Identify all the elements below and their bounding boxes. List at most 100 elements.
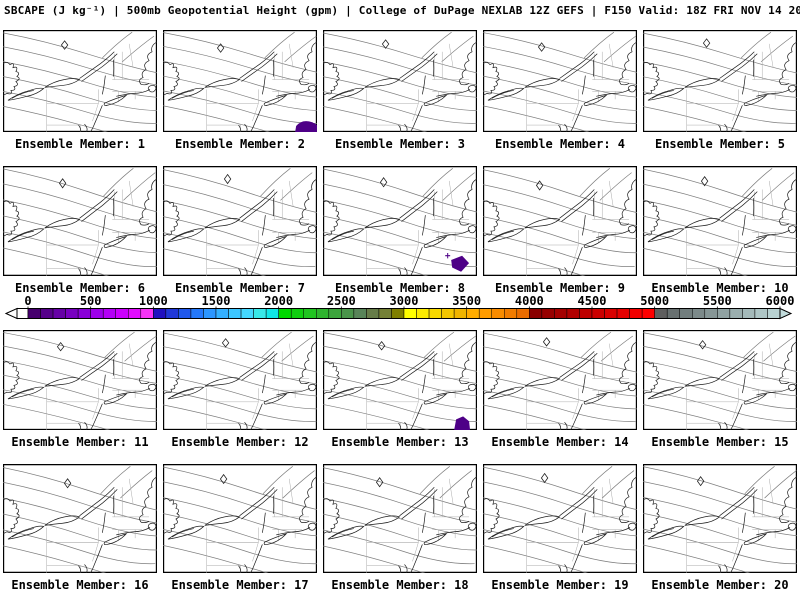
colorbar-segment: [654, 308, 668, 319]
ensemble-panel-16: Ensemble Member: 16: [3, 464, 157, 592]
state-borders: [526, 343, 630, 430]
colorbar-segment: [504, 308, 518, 319]
colorbar-segment: [704, 308, 718, 319]
diamond-marker: [56, 341, 65, 352]
colorbar-segment: [165, 308, 179, 319]
colorbar-segment: [767, 308, 781, 319]
coastlines: [483, 178, 637, 276]
cape-point-marker: [445, 253, 451, 259]
coastlines: [323, 476, 477, 573]
ensemble-panel-4: Ensemble Member: 4: [483, 30, 637, 151]
colorbar-segment: [491, 308, 505, 319]
colorbar-segment: [27, 308, 41, 319]
colorbar-segment: [529, 308, 543, 319]
panel-border: [323, 330, 477, 430]
ensemble-member-label: Ensemble Member: 1: [14, 137, 146, 151]
ensemble-map: [483, 464, 637, 573]
ensemble-panel-10: Ensemble Member: 10: [643, 166, 797, 295]
colorbar-segment: [303, 308, 317, 319]
colorbar-segment: [541, 308, 555, 319]
colorbar-segment: [641, 308, 655, 319]
diamond-marker: [60, 40, 69, 50]
height-contours: [323, 31, 477, 132]
colorbar-segment: [190, 308, 204, 319]
ensemble-panel-5: Ensemble Member: 5: [643, 30, 797, 151]
ensemble-panel-13: Ensemble Member: 13: [323, 330, 477, 449]
diamond-marker: [379, 177, 388, 188]
height-contours: [643, 31, 797, 132]
diamond-marker: [381, 39, 390, 49]
coastlines: [483, 41, 637, 132]
colorbar-segment: [215, 308, 229, 319]
height-contours: [323, 466, 477, 573]
height-contours: [3, 331, 157, 430]
height-contours: [483, 31, 637, 132]
coastlines: [3, 341, 157, 430]
colorbar-segment: [228, 308, 242, 319]
panel-border: [163, 330, 317, 430]
colorbar-below-min-cell: [16, 308, 29, 319]
height-contours: [483, 331, 637, 430]
colorbar-segment: [341, 308, 355, 319]
state-borders: [366, 343, 470, 430]
state-borders: [366, 43, 470, 132]
colorbar-right-arrow: [779, 307, 793, 320]
colorbar-segment: [554, 308, 568, 319]
ensemble-map: [163, 464, 317, 573]
ensemble-map: [643, 30, 797, 132]
colorbar-segment: [391, 308, 405, 319]
colorbar-segment: [566, 308, 580, 319]
diamond-marker: [216, 43, 225, 53]
cape-colorbar-svg: 0 500 1000 1500 2000 2500 3000 3500 4000 4500 5000…: [4, 294, 794, 320]
height-contours: [483, 466, 637, 573]
colorbar-segment: [253, 308, 267, 319]
ensemble-panel-17: Ensemble Member: 17: [163, 464, 317, 592]
ensemble-panel-7: Ensemble Member: 7: [163, 166, 317, 295]
colorbar-segment: [629, 308, 643, 319]
colorbar-segment: [717, 308, 731, 319]
diamond-marker: [540, 472, 549, 484]
height-contours: [3, 31, 157, 132]
colorbar-segment: [265, 308, 279, 319]
state-borders: [686, 478, 790, 573]
ensemble-member-label: Ensemble Member: 5: [654, 137, 786, 151]
coastlines: [3, 178, 157, 276]
colorbar-tick-label: 2500: [327, 295, 356, 308]
diamond-marker: [698, 340, 707, 350]
colorbar-segment: [178, 308, 192, 319]
colorbar-tick-label: 500: [80, 295, 102, 308]
colorbar-segment: [679, 308, 693, 319]
ensemble-map: [323, 464, 477, 573]
colorbar-segment: [441, 308, 455, 319]
ensemble-member-label: Ensemble Member: 17: [171, 578, 309, 592]
colorbar-segment: [604, 308, 618, 319]
diamond-marker: [219, 473, 228, 485]
graphic-title: SBCAPE (J kg⁻¹) | 500mb Geopotential Hei…: [4, 4, 800, 17]
colorbar-tick-label: 5000: [640, 295, 669, 308]
diamond-marker: [535, 180, 544, 191]
coastlines: [323, 41, 477, 132]
ensemble-member-label: Ensemble Member: 13: [331, 435, 469, 449]
colorbar-segment: [516, 308, 530, 319]
ensemble-panel-20: Ensemble Member: 20: [643, 464, 797, 592]
colorbar-segment: [416, 308, 430, 319]
ensemble-panel-14: Ensemble Member: 14: [483, 330, 637, 449]
cape-region: [451, 255, 470, 272]
state-borders: [526, 180, 630, 276]
colorbar-segment: [290, 308, 304, 319]
colorbar-segment: [40, 308, 54, 319]
state-borders: [46, 43, 150, 132]
colorbar-segment: [754, 308, 768, 319]
coastlines: [163, 341, 317, 430]
ensemble-map: [3, 464, 157, 573]
colorbar-segment: [316, 308, 330, 319]
coastlines: [3, 476, 157, 573]
colorbar-tick-label: 1000: [139, 295, 168, 308]
diamond-marker: [377, 341, 386, 351]
diamond-marker: [702, 38, 711, 48]
ensemble-map: [163, 330, 317, 430]
coastlines: [163, 41, 317, 132]
ensemble-member-label: Ensemble Member: 9: [494, 281, 626, 295]
coastlines: [323, 341, 477, 430]
ensemble-map: [643, 166, 797, 276]
